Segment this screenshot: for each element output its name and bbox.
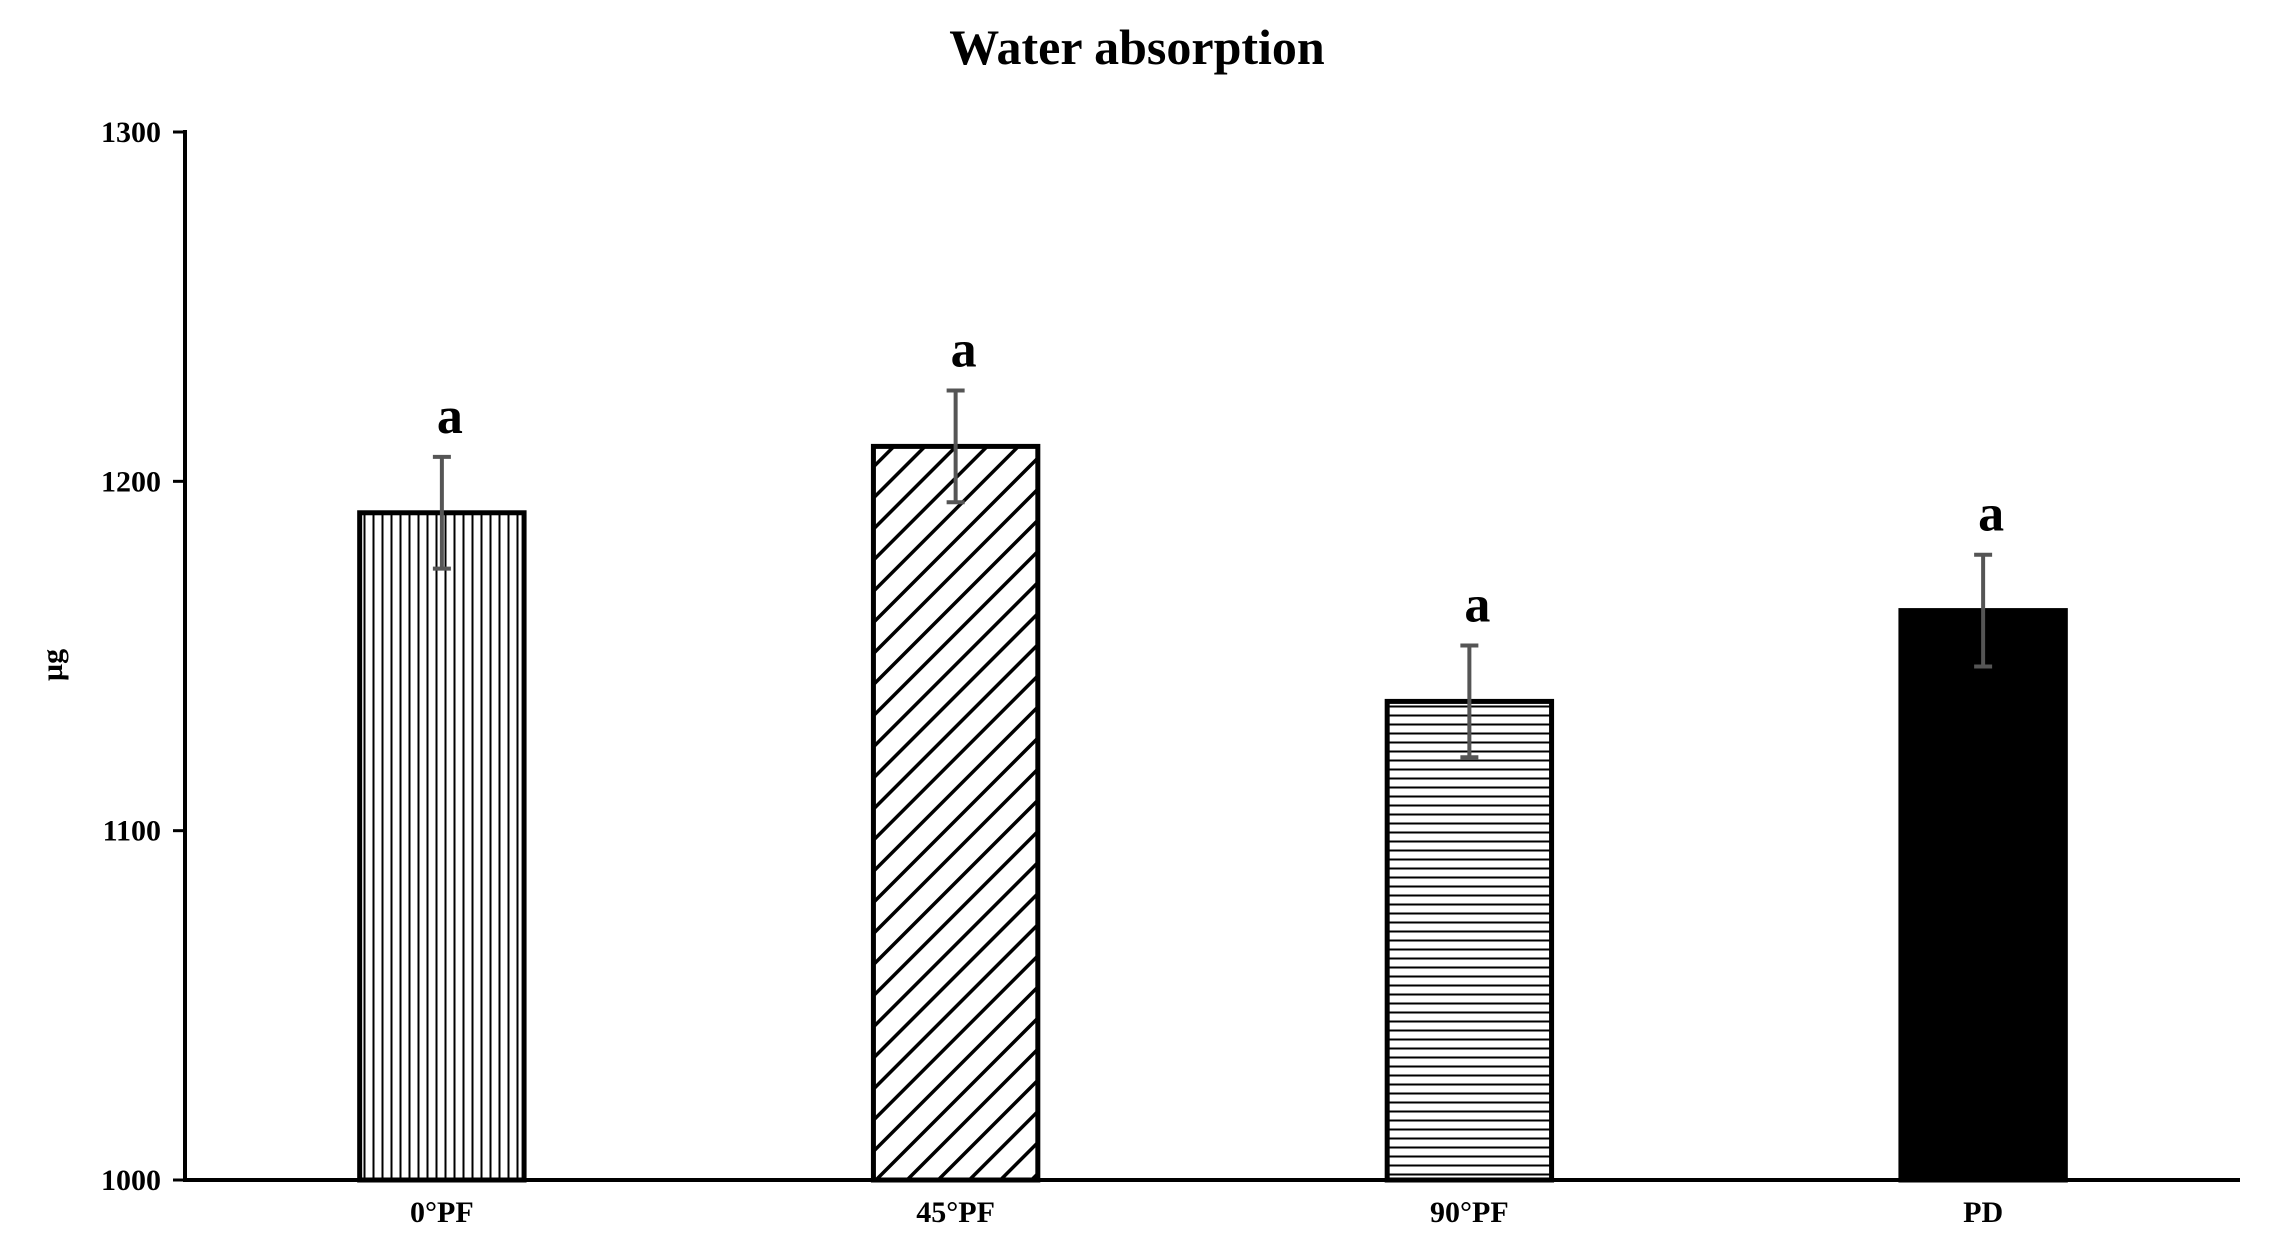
significance-label-4: a <box>1978 486 2004 543</box>
error-bar-4 <box>1974 552 1993 669</box>
error-bar-1 <box>432 454 451 571</box>
significance-label-1: a <box>437 388 463 445</box>
y-tick-label: 1300 <box>101 116 161 149</box>
bars-group <box>357 443 2068 1183</box>
y-tick-label: 1100 <box>103 815 161 848</box>
bar-2 <box>870 443 1041 1183</box>
error-bar-2 <box>946 388 965 505</box>
x-tick-label-2: 45°PF <box>916 1196 995 1229</box>
y-tick-label: 1200 <box>101 465 161 498</box>
y-axis-ticks: 1000 1100 1200 1300 <box>101 116 185 1197</box>
x-tick-label-3: 90°PF <box>1430 1196 1509 1229</box>
error-bar-3 <box>1460 643 1479 760</box>
error-bars-group <box>432 388 1993 760</box>
significance-labels-group: a a a a <box>437 322 2004 634</box>
bar-3 <box>1384 698 1555 1183</box>
bar-1 <box>357 510 527 1183</box>
x-tick-label-4: PD <box>1963 1196 2003 1229</box>
chart-title: Water absorption <box>949 19 1325 75</box>
bar-4 <box>1898 608 2068 1183</box>
y-tick-label: 1000 <box>101 1164 161 1197</box>
y-axis-label: µg <box>36 649 69 681</box>
significance-label-3: a <box>1464 577 1490 634</box>
significance-label-2: a <box>951 322 977 379</box>
x-tick-label-1: 0°PF <box>410 1196 474 1229</box>
x-axis-tick-labels: 0°PF 45°PF 90°PF PD <box>410 1196 2003 1229</box>
